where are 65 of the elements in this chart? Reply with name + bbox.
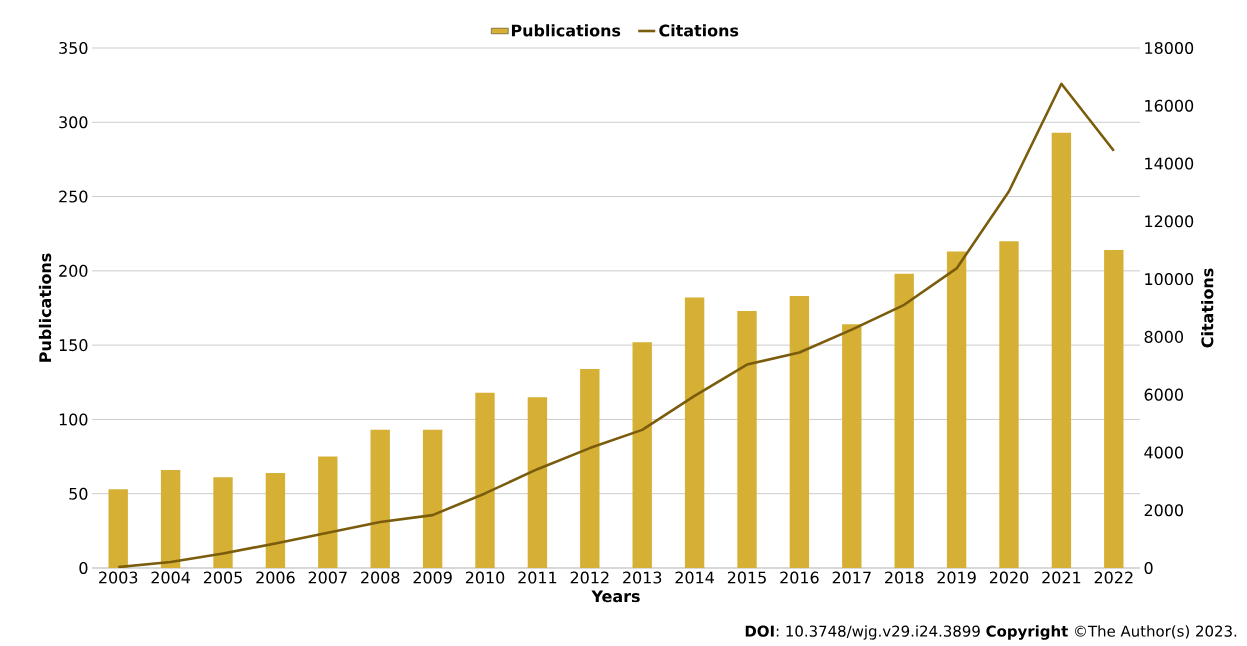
legend-label: Citations [659, 24, 739, 37]
bar [370, 429, 390, 568]
x-tick-label: 2017 [832, 571, 871, 584]
y2-tick-label: 14000 [1145, 157, 1194, 170]
bar [527, 397, 548, 568]
x-tick-label: 2018 [885, 571, 924, 584]
y-tick-label: 150 [59, 339, 88, 352]
bar [737, 310, 757, 568]
x-tick-label: 2010 [465, 571, 505, 584]
bar [946, 251, 967, 568]
y-tick-label: 200 [59, 264, 88, 277]
x-tick-label: 2013 [623, 571, 662, 584]
y-tick-label: 300 [59, 116, 88, 129]
y-tick-label: 100 [59, 413, 88, 426]
bar [632, 342, 652, 568]
y2-tick-label: 12000 [1145, 215, 1194, 228]
x-tick-label: 2007 [308, 571, 347, 584]
x-tick-label: 2009 [413, 571, 452, 584]
bar [265, 472, 286, 568]
x-tick-label: 2005 [203, 571, 242, 584]
bar [475, 392, 495, 568]
y2-tick-label: 0 [1144, 561, 1153, 575]
y2-tick-label: 16000 [1145, 99, 1194, 112]
bar [1051, 132, 1072, 568]
bar [789, 296, 810, 568]
x-tick-label: 2021 [1042, 571, 1081, 584]
y2-tick-label: 6000 [1144, 388, 1184, 401]
y2-tick-label: 18000 [1145, 41, 1194, 54]
y2-tick-label: 8000 [1144, 330, 1184, 343]
x-tick-label: 2004 [151, 571, 190, 584]
bar [160, 469, 181, 568]
bar [842, 324, 862, 568]
y-tick-label: 50 [69, 487, 88, 500]
y-tick-label: 250 [59, 190, 88, 203]
x-axis-title: Years [591, 590, 640, 603]
y2-axis-title: Citations [1201, 268, 1214, 348]
bar [318, 456, 338, 568]
x-tick-label: 2012 [570, 571, 609, 584]
text: DOI: 10.3748/wjg.v29.i24.3899 Copyright ©The Author(s) 2023. [745, 625, 1237, 640]
bar [684, 297, 705, 568]
x-tick-label: 2011 [518, 571, 557, 584]
line-series [116, 82, 1116, 568]
legend-label: Publications [511, 24, 621, 37]
bar [580, 368, 600, 568]
x-tick-label: 2014 [675, 571, 714, 584]
y-axis-title: Publications [38, 253, 52, 362]
y-tick-label: 0 [79, 561, 88, 575]
x-tick-label: 2015 [727, 571, 766, 584]
x-tick-label: 2006 [256, 571, 295, 584]
y2-tick-label: 10000 [1145, 273, 1194, 286]
bar [422, 429, 443, 568]
y2-tick-label: 2000 [1144, 504, 1184, 517]
bar [213, 477, 233, 568]
bar [108, 489, 128, 568]
bar [999, 241, 1019, 568]
bar [1104, 250, 1124, 568]
x-tick-label: 2022 [1094, 571, 1133, 584]
x-tick-label: 2003 [99, 571, 138, 584]
bar [894, 273, 914, 568]
y2-tick-label: 4000 [1144, 446, 1184, 459]
x-tick-label: 2019 [937, 571, 976, 584]
x-tick-label: 2020 [989, 571, 1029, 584]
x-tick-label: 2008 [361, 571, 400, 584]
x-tick-label: 2016 [780, 571, 819, 584]
y-tick-label: 350 [59, 41, 88, 55]
